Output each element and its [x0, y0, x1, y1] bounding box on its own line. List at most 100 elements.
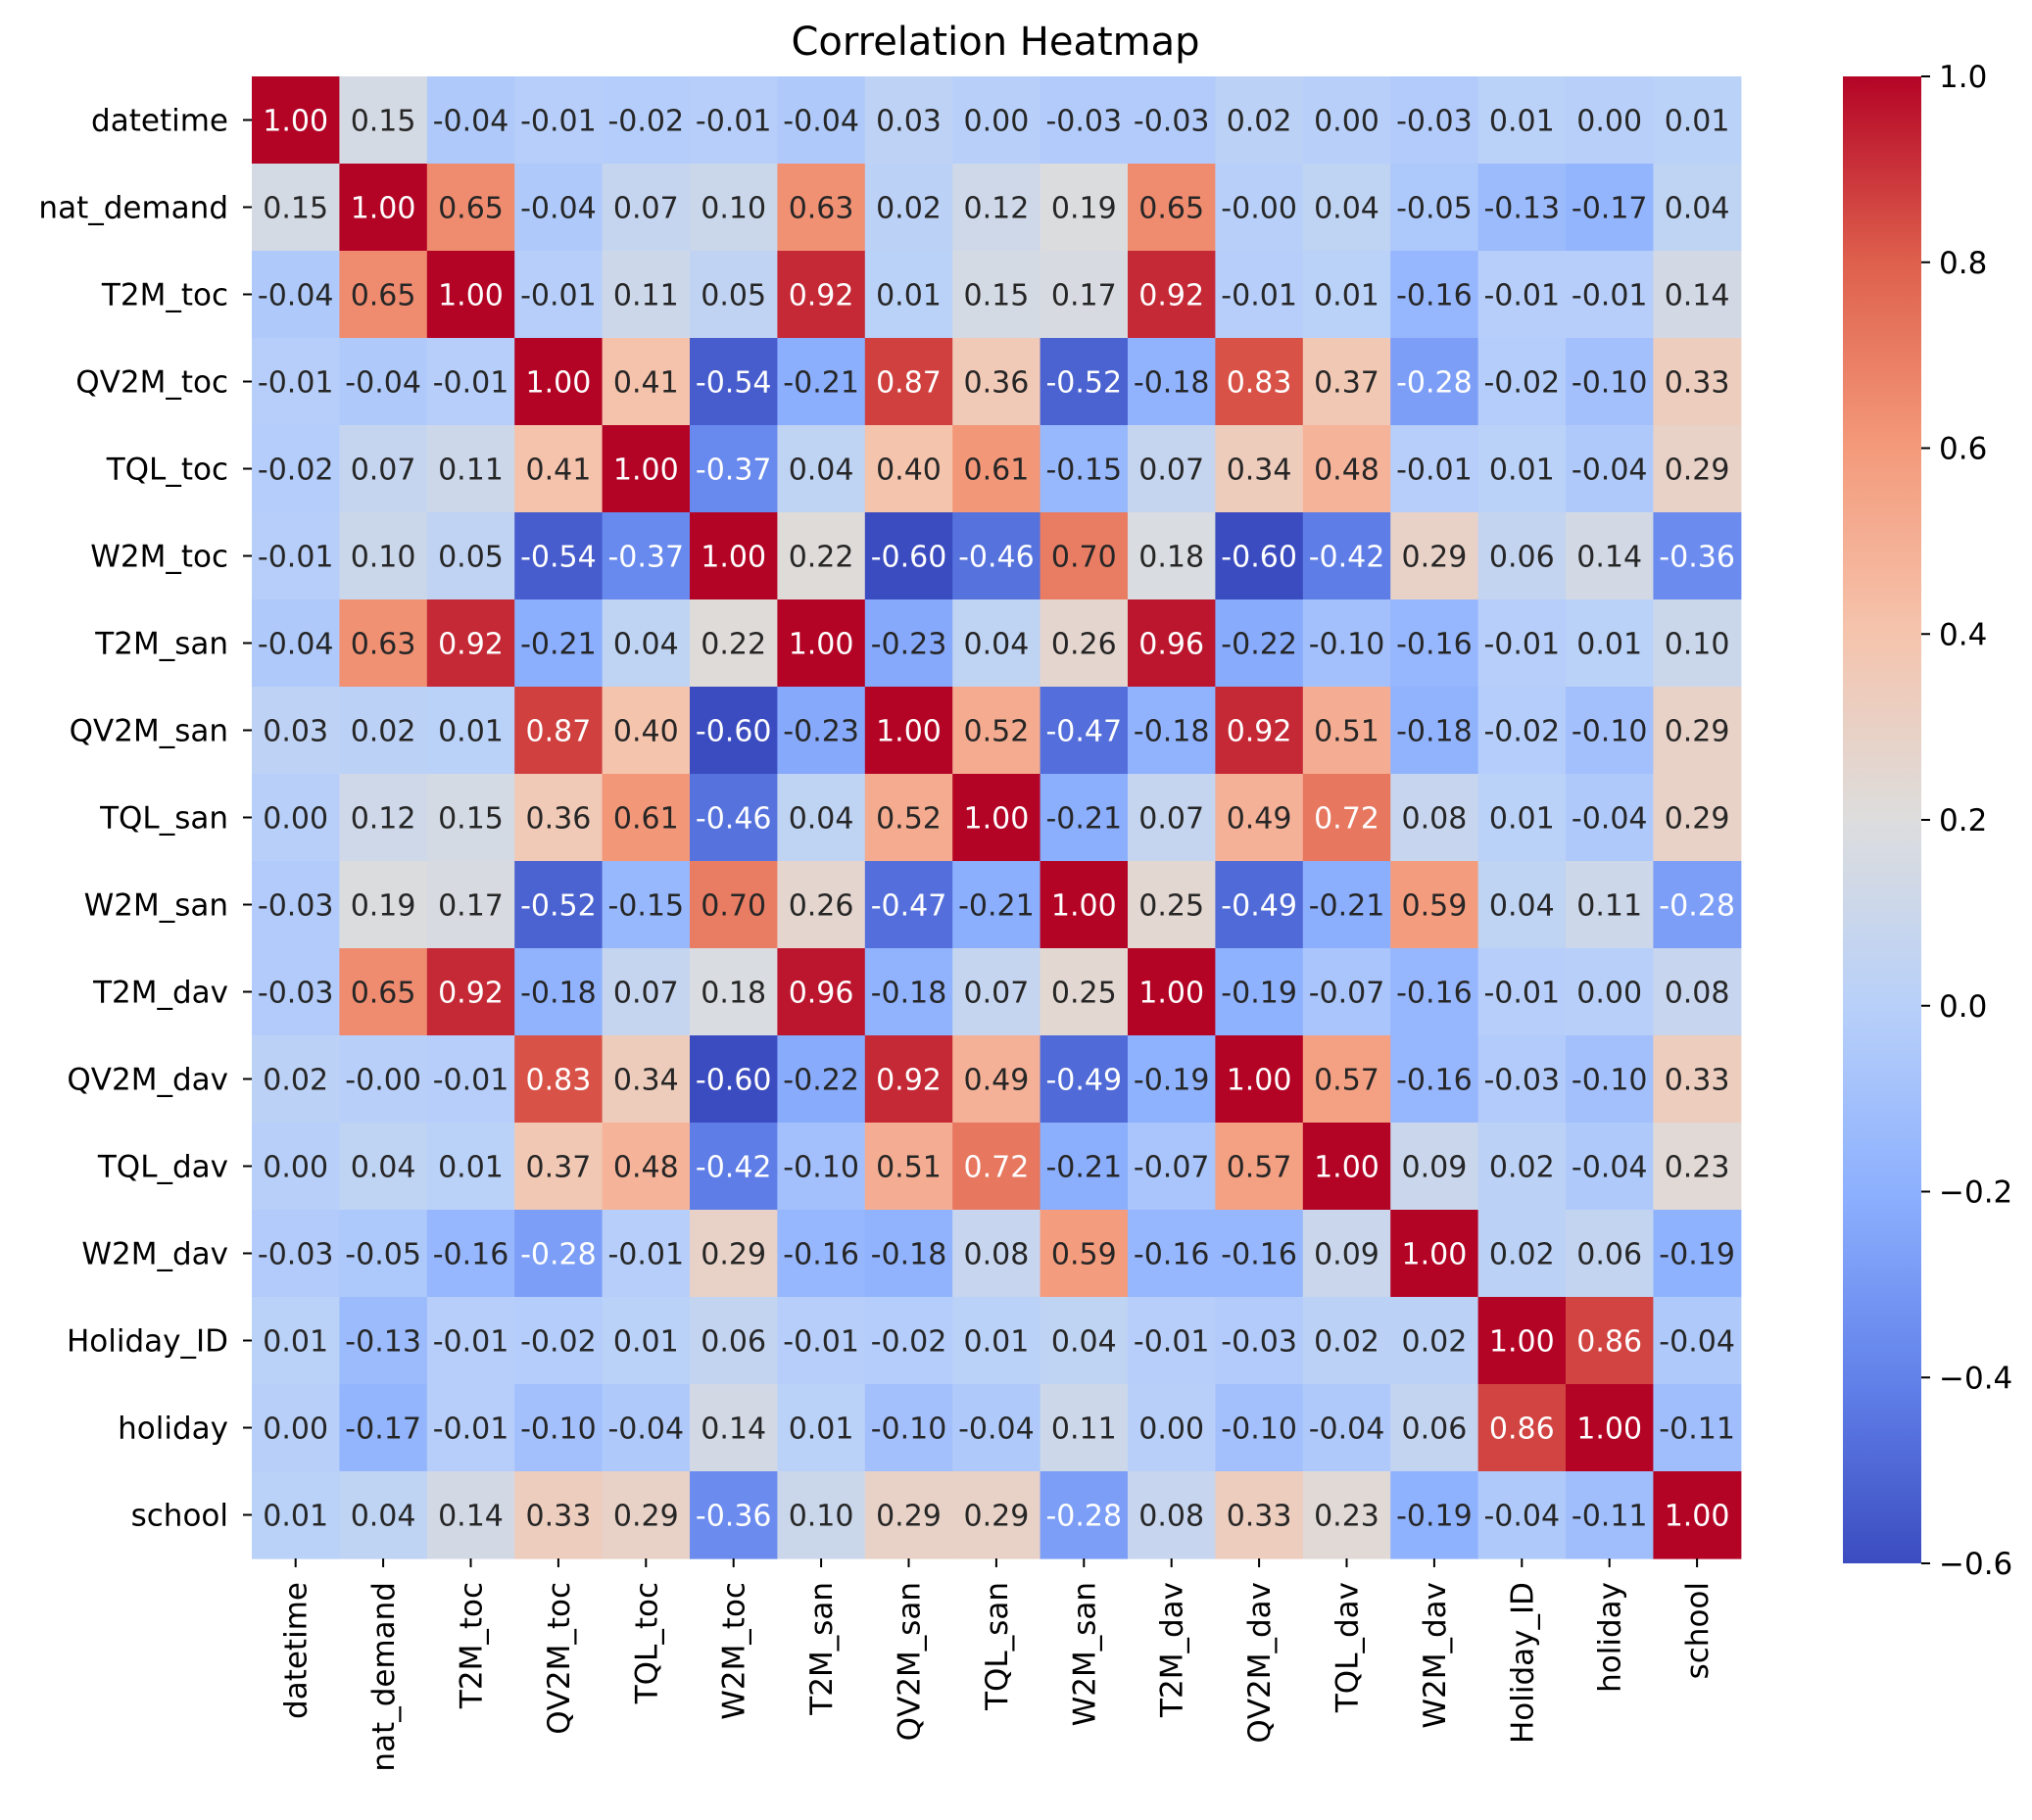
heatmap-cell-value: -0.01 — [1221, 279, 1297, 313]
heatmap-cell-value: 0.36 — [964, 366, 1030, 401]
heatmap-cell-value: -0.60 — [1221, 541, 1297, 575]
heatmap-cell-value: -0.01 — [696, 105, 772, 139]
heatmap-cell — [952, 164, 1041, 252]
heatmap-cell-value: 0.07 — [1138, 802, 1204, 837]
heatmap-cell — [777, 687, 866, 775]
heatmap-cell-value: 0.18 — [701, 977, 766, 1011]
heatmap-cell — [1653, 861, 1742, 949]
heatmap-cell-value: 0.17 — [438, 889, 504, 924]
heatmap-cell — [690, 512, 778, 600]
heatmap-cell — [339, 338, 428, 426]
heatmap-cell-value: -0.07 — [1309, 977, 1385, 1011]
heatmap-cell-value: 0.02 — [1489, 1151, 1555, 1185]
heatmap-cell — [514, 1297, 604, 1385]
heatmap-cell — [1040, 948, 1129, 1036]
heatmap-cell-value: 0.06 — [701, 1325, 766, 1360]
heatmap-cell — [339, 251, 428, 339]
heatmap-cell — [602, 338, 691, 426]
heatmap-cell-value: -0.18 — [1134, 366, 1210, 401]
heatmap-cell — [690, 338, 778, 426]
heatmap-cell — [602, 512, 691, 600]
heatmap-cell — [1566, 1297, 1654, 1385]
heatmap-cell — [426, 687, 515, 775]
heatmap-cell — [514, 1123, 604, 1211]
heatmap-cell-value: -0.01 — [433, 1413, 509, 1447]
heatmap-cell — [1477, 1297, 1567, 1385]
heatmap-cell-value: 0.10 — [351, 541, 416, 575]
heatmap-cell — [690, 1384, 778, 1472]
heatmap-cell — [1566, 1471, 1654, 1559]
heatmap-cell — [1390, 1471, 1479, 1559]
heatmap-cell-value: 0.00 — [263, 1151, 328, 1185]
heatmap-cell — [952, 1384, 1041, 1472]
heatmap-cell-value: 1.00 — [1314, 1151, 1379, 1185]
x-axis-tick-label: W2M_san — [1067, 1582, 1102, 1726]
heatmap-cell-value: -0.03 — [258, 977, 334, 1011]
heatmap-cell — [1477, 1471, 1567, 1559]
heatmap-cell-value: -0.01 — [1483, 628, 1560, 662]
x-axis-tick-label: T2M_san — [804, 1582, 840, 1716]
heatmap-cell-value: 0.01 — [1576, 628, 1642, 662]
heatmap-cell-value: -0.07 — [1134, 1151, 1210, 1185]
heatmap-cell — [1653, 164, 1742, 252]
heatmap-cell — [864, 76, 953, 165]
heatmap-cell-value: -0.42 — [1309, 541, 1385, 575]
heatmap-cell — [777, 1123, 866, 1211]
heatmap-cell-value: -0.17 — [1572, 192, 1648, 226]
heatmap-cell — [1653, 1210, 1742, 1298]
heatmap-cell-value: -0.11 — [1659, 1413, 1735, 1447]
heatmap-cell — [602, 599, 691, 688]
heatmap-cell-value: 1.00 — [613, 454, 679, 488]
heatmap-cell — [864, 774, 953, 862]
heatmap-cell-value: 0.19 — [1051, 192, 1117, 226]
heatmap-cell — [1390, 251, 1479, 339]
heatmap-cell-value: 0.06 — [1402, 1413, 1468, 1447]
heatmap-cell-value: 1.00 — [526, 366, 592, 401]
heatmap-cell-value: 0.00 — [1314, 105, 1379, 139]
heatmap-cell — [1477, 76, 1567, 165]
heatmap-cell-value: -0.16 — [1396, 279, 1473, 313]
heatmap-cell — [252, 599, 340, 688]
heatmap-cell-value: 0.33 — [1665, 1064, 1730, 1098]
heatmap-cell-value: -0.52 — [520, 889, 597, 924]
heatmap-cell — [1215, 1297, 1304, 1385]
heatmap-cell-value: 0.07 — [613, 977, 679, 1011]
heatmap-cell-value: 0.01 — [263, 1325, 328, 1360]
heatmap-cell-value: 0.04 — [351, 1151, 416, 1185]
heatmap-cell-value: -0.42 — [696, 1151, 772, 1185]
heatmap-cell — [602, 1210, 691, 1298]
heatmap-cell-value: -0.16 — [1134, 1238, 1210, 1272]
heatmap-cell — [339, 1035, 428, 1124]
heatmap-cell — [426, 861, 515, 949]
heatmap-cell — [426, 1471, 515, 1559]
heatmap-cell-value: 0.02 — [1227, 105, 1292, 139]
heatmap-cell — [1128, 1471, 1216, 1559]
heatmap-cell — [1477, 164, 1567, 252]
heatmap-cell — [690, 251, 778, 339]
heatmap-cell-value: 0.29 — [964, 1500, 1030, 1534]
heatmap-cell — [1390, 76, 1479, 165]
heatmap-cell — [1302, 1210, 1391, 1298]
colorbar-tick-label: −0.4 — [1939, 1361, 2012, 1396]
heatmap-cell — [339, 1210, 428, 1298]
y-axis-tick-label: datetime — [91, 104, 228, 139]
heatmap-cell — [602, 861, 691, 949]
heatmap-cell — [1040, 1297, 1129, 1385]
colorbar-tick-label: −0.2 — [1939, 1175, 2012, 1211]
heatmap-cell — [339, 1384, 428, 1472]
heatmap-cell — [426, 1123, 515, 1211]
heatmap-cell — [952, 861, 1041, 949]
heatmap-cell-value: -0.46 — [958, 541, 1035, 575]
heatmap-cell-value: 0.18 — [1138, 541, 1204, 575]
heatmap-cell-value: -0.19 — [1659, 1238, 1735, 1272]
heatmap-cell-value: -0.01 — [520, 105, 597, 139]
colorbar-tick-label: 0.6 — [1939, 432, 1987, 467]
heatmap-cell-value: 0.57 — [1314, 1064, 1379, 1098]
heatmap-cell — [1040, 164, 1129, 252]
heatmap-cell-value: 0.29 — [701, 1238, 766, 1272]
heatmap-cell — [514, 1384, 604, 1472]
heatmap-cell — [339, 599, 428, 688]
heatmap-cell — [777, 774, 866, 862]
heatmap-cell — [1390, 1123, 1479, 1211]
heatmap-cell — [426, 338, 515, 426]
